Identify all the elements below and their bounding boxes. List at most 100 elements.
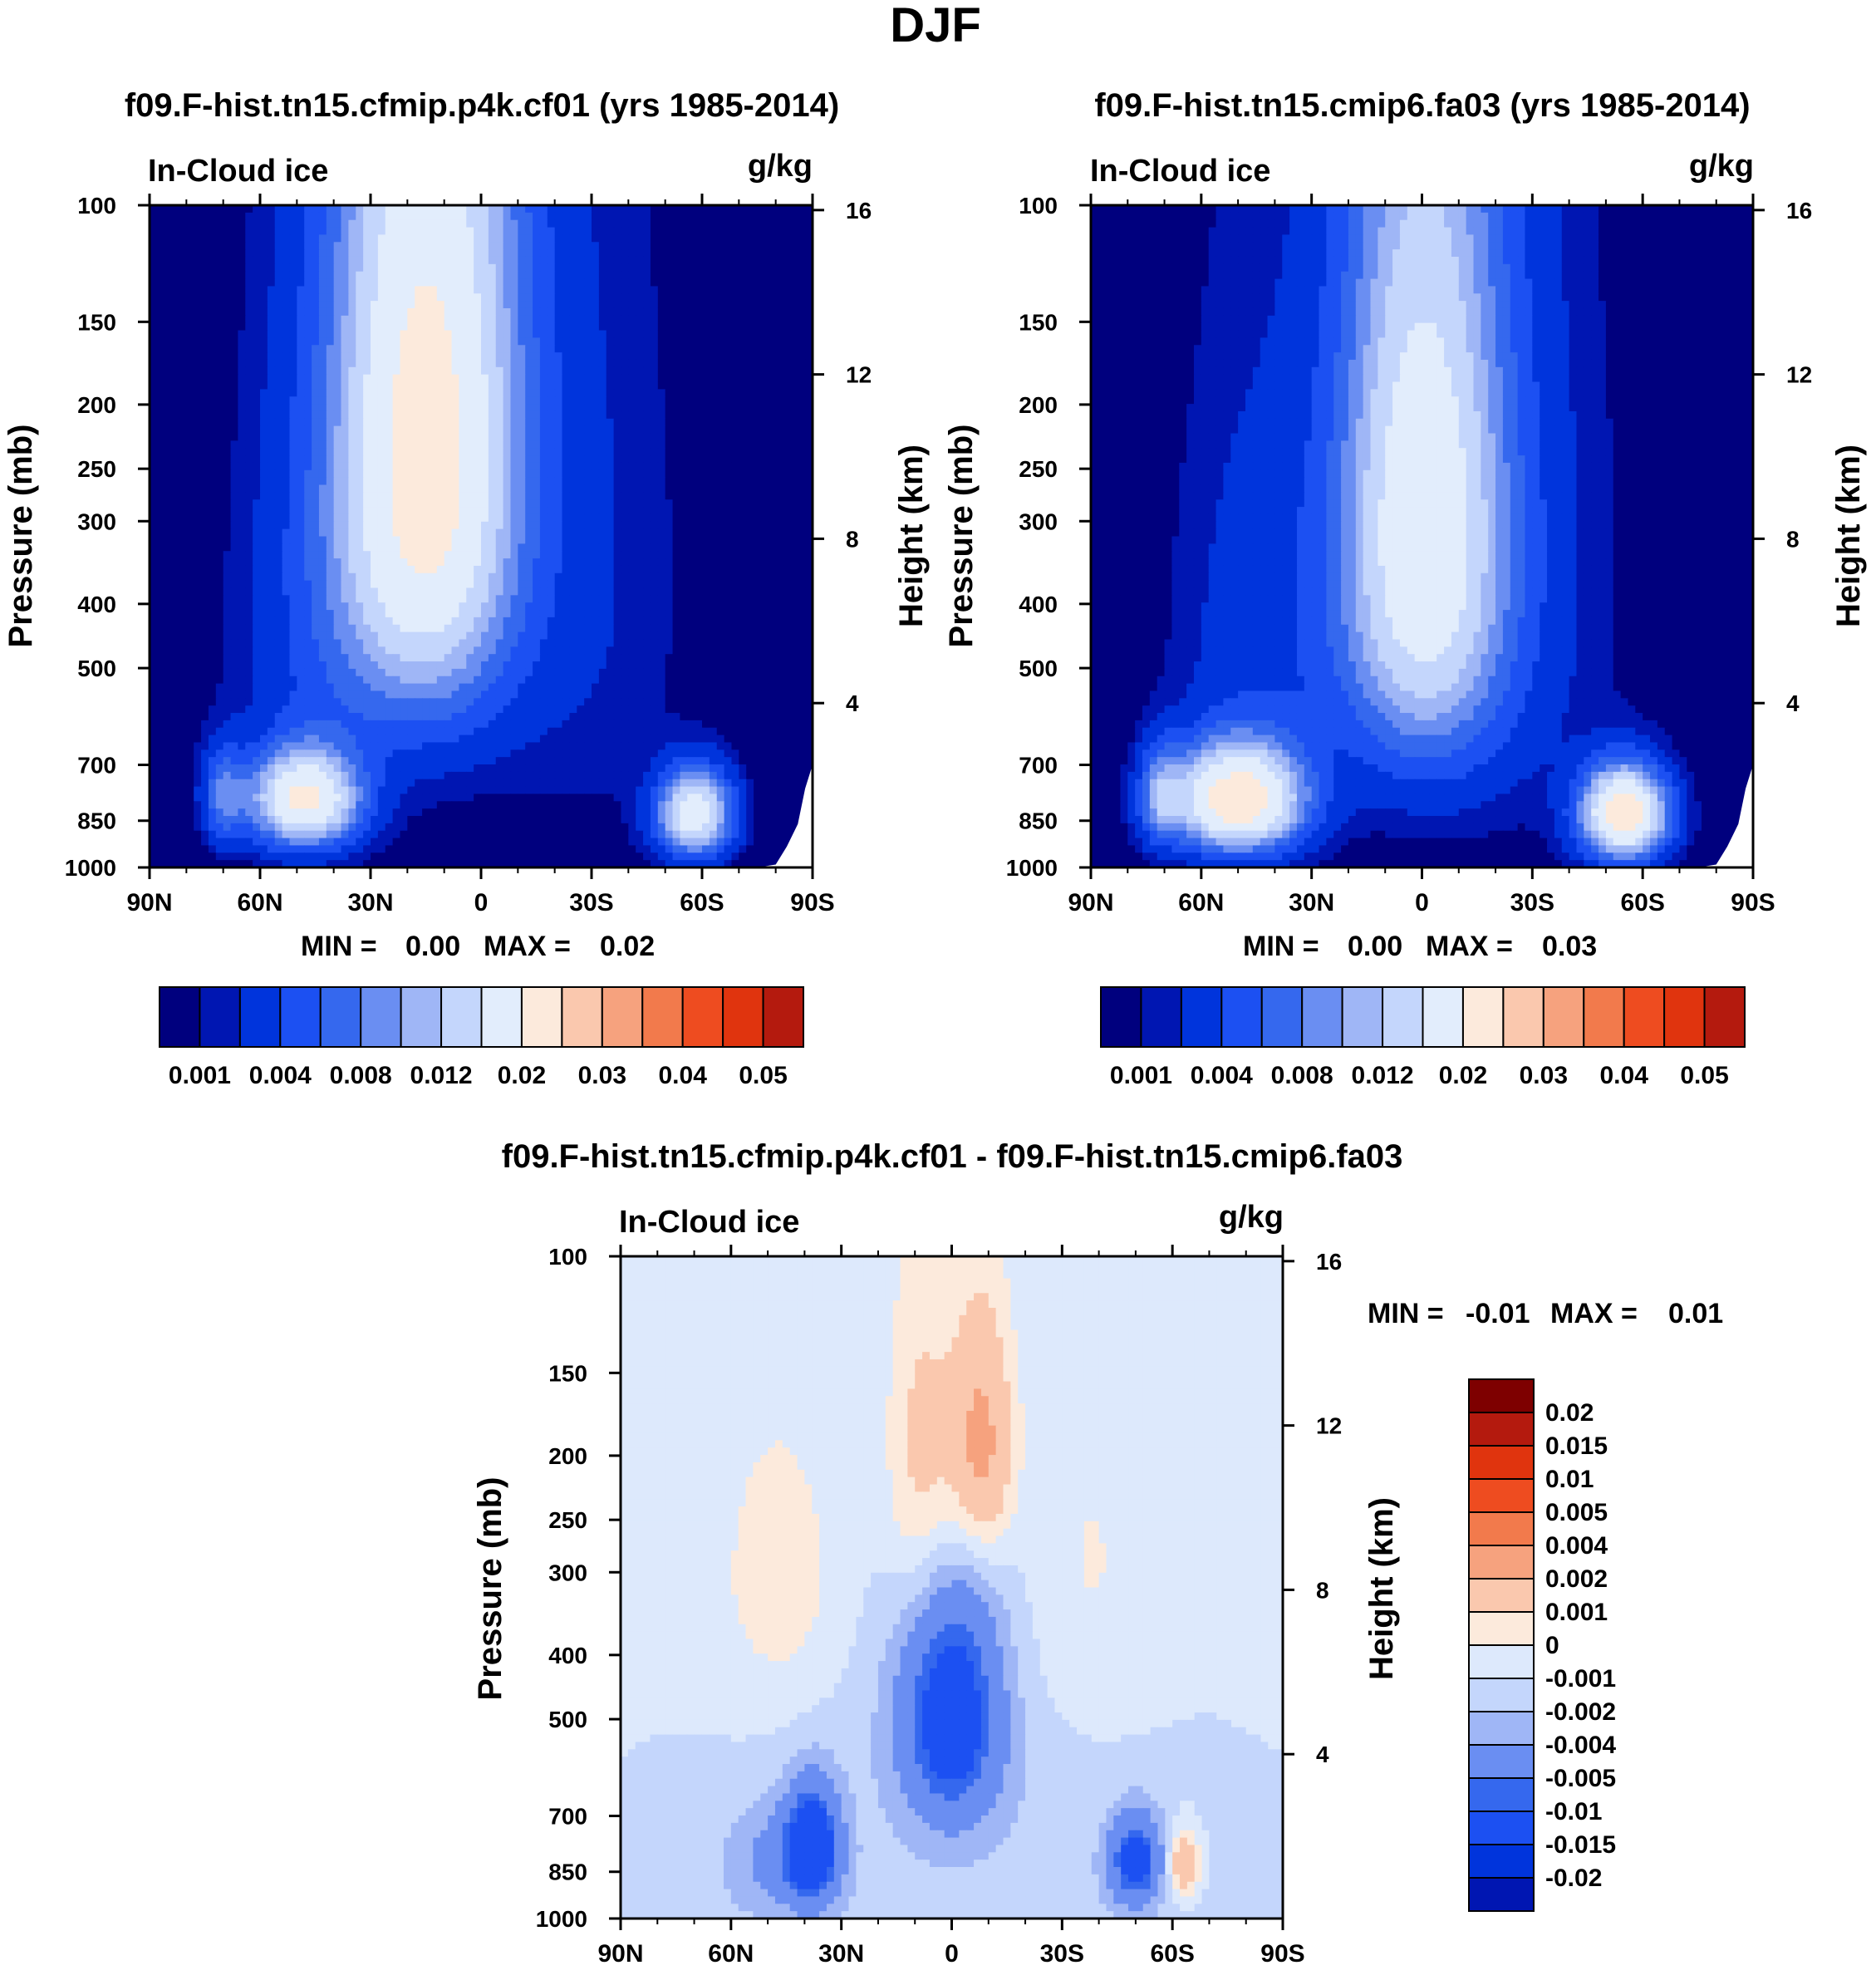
contour-cell (238, 470, 245, 478)
contour-cell (489, 382, 496, 390)
contour-cell (378, 308, 386, 316)
contour-cell (289, 573, 297, 581)
contour-cell (297, 602, 304, 610)
contour-cell (216, 279, 223, 287)
contour-cell (378, 440, 386, 448)
contour-cell (776, 485, 783, 493)
contour-cell (466, 323, 474, 331)
contour-cell (628, 522, 636, 529)
contour-cell (518, 566, 525, 573)
contour-cell (422, 543, 430, 551)
contour-cell (253, 558, 260, 566)
contour-cell (327, 293, 334, 301)
contour-cell (651, 499, 658, 507)
contour-cell (533, 375, 540, 382)
contour-cell (607, 228, 614, 235)
contour-cell (319, 234, 327, 242)
contour-cell (356, 375, 363, 382)
contour-cell (179, 492, 186, 499)
contour-cell (533, 522, 540, 529)
contour-cell (776, 470, 783, 478)
contour-cell (319, 228, 327, 235)
contour-cell (548, 367, 555, 375)
contour-cell (510, 286, 518, 293)
contour-cell (407, 558, 415, 566)
contour-cell (400, 426, 407, 434)
contour-cell (746, 573, 754, 581)
contour-cell (658, 587, 665, 595)
contour-cell (216, 581, 223, 588)
contour-cell (621, 404, 628, 411)
contour-cell (525, 389, 533, 396)
contour-cell (201, 514, 209, 522)
contour-cell (503, 558, 511, 566)
contour-cell (268, 331, 275, 338)
contour-cell (386, 499, 393, 507)
contour-cell (223, 337, 231, 345)
contour-cell (783, 360, 791, 367)
contour-cell (636, 573, 643, 581)
contour-cell (304, 279, 312, 287)
contour-cell (282, 308, 290, 316)
contour-cell (282, 249, 290, 257)
contour-cell (444, 514, 452, 522)
contour-cell (658, 426, 665, 434)
contour-cell (260, 411, 268, 419)
contour-cell (658, 522, 665, 529)
contour-cell (643, 337, 651, 345)
contour-cell (452, 448, 459, 455)
contour-cell (312, 581, 319, 588)
contour-cell (430, 242, 437, 249)
contour-cell (275, 478, 282, 485)
contour-cell (444, 301, 452, 308)
contour-cell (437, 220, 444, 228)
contour-cell (282, 543, 290, 551)
contour-cell (245, 537, 253, 544)
contour-cell (430, 492, 437, 499)
contour-cell (651, 375, 658, 382)
contour-cell (658, 242, 665, 249)
contour-cell (319, 470, 327, 478)
contour-cell (518, 396, 525, 404)
contour-cell (651, 448, 658, 455)
contour-cell (481, 602, 489, 610)
contour-cell (569, 242, 577, 249)
contour-cell (548, 411, 555, 419)
contour-cell (489, 485, 496, 493)
contour-cell (238, 522, 245, 529)
contour-cell (371, 396, 378, 404)
contour-cell (172, 537, 179, 544)
contour-cell (607, 352, 614, 360)
contour-cell (415, 470, 422, 478)
contour-cell (327, 228, 334, 235)
contour-cell (238, 411, 245, 419)
contour-cell (540, 499, 548, 507)
contour-cell (371, 529, 378, 537)
contour-cell (569, 279, 577, 287)
contour-cell (754, 293, 761, 301)
contour-cell (710, 537, 717, 544)
contour-cell (334, 331, 341, 338)
contour-cell (341, 286, 349, 293)
contour-cell (717, 279, 724, 287)
contour-cell (386, 375, 393, 382)
contour-cell (415, 514, 422, 522)
contour-cell (444, 352, 452, 360)
contour-cell (680, 499, 687, 507)
contour-cell (201, 286, 209, 293)
contour-cell (363, 331, 371, 338)
contour-cell (584, 316, 592, 323)
contour-cell (386, 543, 393, 551)
contour-cell (503, 337, 511, 345)
contour-cell (754, 587, 761, 595)
contour-cell (378, 485, 386, 493)
contour-cell (378, 228, 386, 235)
contour-cell (452, 360, 459, 367)
contour-cell (474, 331, 481, 338)
contour-cell (540, 352, 548, 360)
contour-cell (334, 514, 341, 522)
contour-cell (665, 323, 673, 331)
contour-cell (525, 257, 533, 264)
contour-cell (798, 375, 805, 382)
contour-cell (746, 293, 754, 301)
